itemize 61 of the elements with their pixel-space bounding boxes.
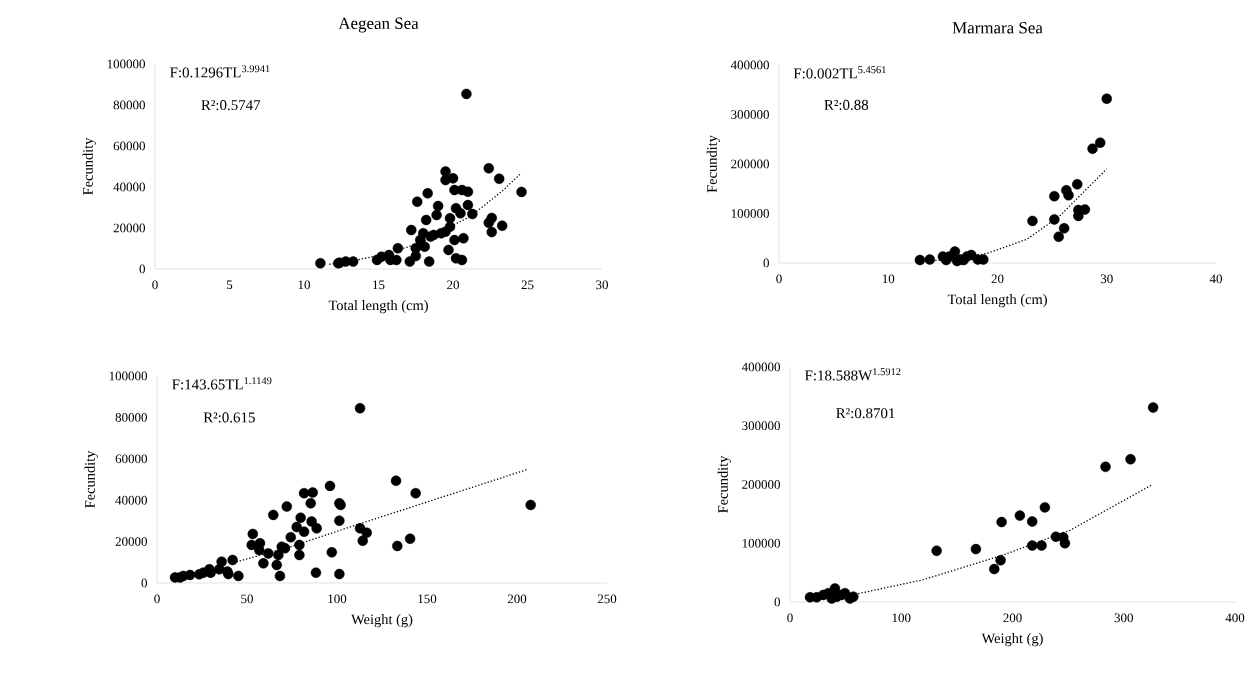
y-tick-label: 0 — [763, 258, 769, 268]
y-tick-label: 20000 — [115, 537, 147, 546]
y-tick-label: 200000 — [742, 480, 780, 489]
y-tick-label: 400000 — [741, 362, 780, 372]
y-tick-label: 200000 — [731, 159, 769, 169]
y-axis-title: Fecundity — [706, 135, 720, 193]
y-tick-label: 80000 — [113, 100, 145, 110]
x-tick-label: 20 — [447, 280, 459, 290]
annotation: F:18.588W$^{1.5912}$ — [805, 368, 901, 381]
x-tick-label: 20 — [991, 274, 1004, 284]
x-tick-label: 10 — [298, 280, 310, 290]
x-tick-label: 40 — [1209, 274, 1222, 284]
y-tick-label: 300000 — [742, 421, 780, 431]
x-tick-label: 300 — [1114, 613, 1133, 623]
annotation: R²:0.5747 — [201, 100, 261, 111]
y-tick-label: 20000 — [113, 223, 145, 233]
annotation: R²:0.88 — [824, 99, 869, 110]
x-axis-title: Weight (g) — [351, 614, 413, 628]
x-tick-label: 25 — [521, 280, 534, 290]
annotation: F:143.65TL$^{1.1149}$ — [172, 377, 272, 390]
x-tick-label: 200 — [1003, 613, 1022, 623]
y-tick-label: 60000 — [115, 454, 147, 464]
y-tick-label: 60000 — [113, 141, 145, 151]
y-tick-label: 40000 — [115, 495, 147, 505]
x-axis-title: Weight (g) — [981, 633, 1043, 647]
annotation: F:0.002TL$^{5.4561}$ — [793, 66, 886, 79]
x-tick-label: 15 — [373, 280, 385, 290]
x-tick-label: 200 — [507, 594, 527, 604]
x-tick-label: 50 — [241, 594, 253, 604]
y-tick-label: 100000 — [107, 59, 145, 69]
x-tick-label: 10 — [882, 274, 895, 284]
annotation: F:0.1296TL$^{3.9941}$ — [170, 65, 270, 78]
x-tick-label: 400 — [1225, 613, 1245, 623]
x-tick-label: 150 — [418, 594, 437, 604]
annotation: R²:0.8701 — [836, 408, 895, 419]
y-tick-label: 80000 — [115, 413, 147, 422]
x-tick-label: 100 — [328, 594, 347, 604]
x-tick-label: 30 — [1100, 274, 1113, 284]
x-tick-label: 0 — [154, 594, 160, 604]
y-tick-label: 100000 — [742, 538, 780, 548]
y-tick-label: 300000 — [731, 110, 769, 119]
x-tick-label: 5 — [227, 280, 233, 290]
y-tick-label: 100000 — [731, 209, 769, 218]
y-tick-label: 0 — [141, 578, 147, 588]
x-tick-label: 30 — [596, 280, 608, 290]
x-tick-label: 250 — [597, 594, 617, 604]
y-axis-title: Fecundity — [717, 455, 731, 513]
chart-title: Aegean Sea — [338, 17, 419, 33]
y-axis-title: Fecundity — [82, 137, 96, 195]
x-axis-title: Total length (cm) — [947, 294, 1047, 308]
x-tick-label: 100 — [892, 613, 911, 623]
y-tick-label: 0 — [139, 264, 145, 274]
x-tick-label: 0 — [152, 280, 158, 290]
annotation: R²:0.615 — [203, 412, 255, 423]
y-tick-label: 400000 — [730, 60, 769, 70]
chart-title: Marmara Sea — [952, 22, 1043, 34]
y-tick-label: 100000 — [109, 371, 147, 381]
y-axis-title: Fecundity — [84, 450, 98, 508]
y-tick-label: 40000 — [113, 182, 145, 192]
x-axis-title: Total length (cm) — [328, 300, 428, 314]
x-tick-label: 0 — [787, 613, 793, 623]
